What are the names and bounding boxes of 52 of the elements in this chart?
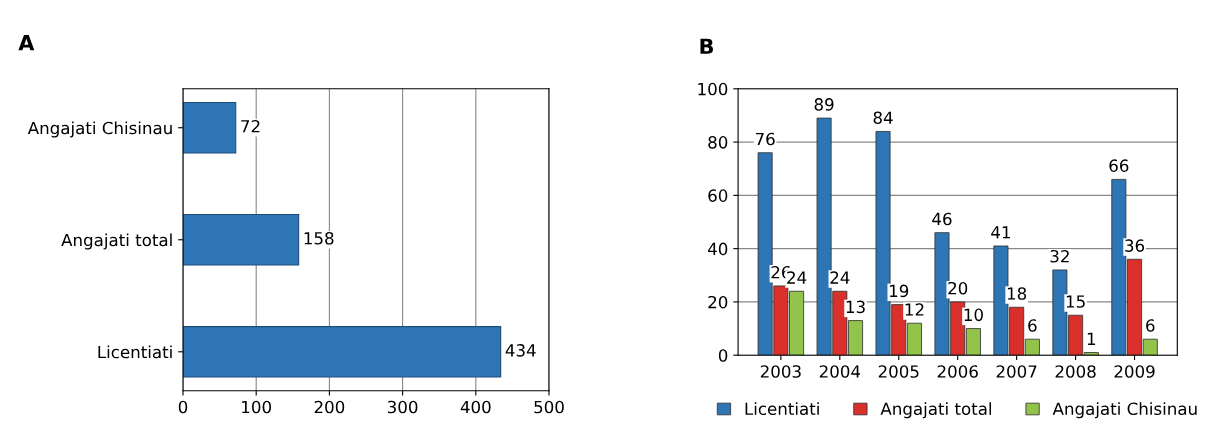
data-label: 84	[873, 111, 893, 125]
x-tick-label: 2009	[1114, 365, 1155, 378]
x-tick-label: 100	[242, 400, 271, 414]
data-label: 46	[932, 212, 952, 226]
y-tick-label: Angajati Chisinau	[27, 121, 172, 138]
legend-label: Angajati total	[880, 402, 992, 419]
x-tick-label: 2005	[878, 365, 919, 378]
y-tick-label: 100	[698, 82, 728, 96]
data-label: 10	[964, 308, 983, 322]
x-tick-label: 2007	[996, 365, 1037, 378]
x-tick-label: 300	[387, 400, 418, 414]
data-label: 6	[1028, 319, 1037, 332]
data-label: 6	[1146, 319, 1155, 332]
legend-label: Licentiati	[745, 402, 819, 416]
data-label: 18	[1007, 287, 1027, 300]
data-label: 13	[846, 300, 865, 314]
data-label: 158	[304, 231, 334, 245]
data-label: 20	[948, 281, 968, 295]
y-tick-label: 0	[718, 349, 728, 362]
chart-title: A	[18, 35, 35, 51]
data-label: 434	[505, 344, 536, 357]
legend-label: Angajati Chisinau	[1052, 402, 1197, 419]
x-tick-label: 0	[178, 400, 188, 414]
x-tick-label: 2008	[1055, 365, 1096, 378]
data-label: 76	[755, 132, 775, 146]
x-tick-label: 400	[460, 400, 491, 414]
chart-title: B	[700, 38, 713, 54]
data-label: 66	[1109, 159, 1129, 172]
data-label: 41	[991, 226, 1010, 239]
data-label: 24	[830, 271, 850, 284]
x-tick-label: 2004	[819, 365, 861, 378]
data-label: 32	[1050, 249, 1069, 263]
y-tick-label: 40	[707, 242, 728, 256]
data-label: 72	[241, 119, 260, 133]
data-label: 89	[814, 98, 834, 111]
data-label: 1	[1087, 332, 1096, 345]
x-tick-label: 2003	[760, 365, 801, 378]
data-label: 12	[905, 303, 924, 316]
bar	[183, 326, 502, 378]
x-tick-label: 2006	[937, 365, 978, 378]
data-label: 15	[1066, 295, 1085, 308]
data-label: 19	[889, 284, 909, 298]
y-tick-label: Licentiati	[98, 345, 172, 359]
y-tick-label: Angajati total	[61, 233, 172, 250]
y-tick-label: 80	[708, 136, 728, 149]
y-tick-label: 20	[708, 295, 728, 309]
bar	[183, 101, 237, 154]
data-label: 36	[1125, 239, 1145, 252]
x-tick-label: 200	[314, 400, 345, 414]
x-tick-label: 500	[534, 400, 564, 414]
bar	[183, 213, 300, 266]
y-tick-label: 60	[708, 189, 728, 202]
